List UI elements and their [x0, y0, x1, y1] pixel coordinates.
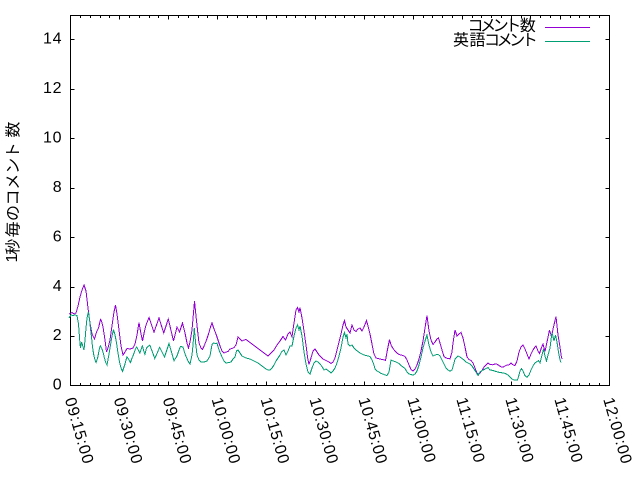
svg-text:4: 4 — [53, 278, 63, 295]
svg-text:2: 2 — [53, 327, 63, 344]
svg-text:6: 6 — [53, 228, 63, 245]
svg-text:0: 0 — [53, 377, 63, 394]
svg-text:12: 12 — [43, 80, 62, 97]
svg-text:8: 8 — [53, 179, 63, 196]
svg-text:14: 14 — [43, 31, 62, 48]
svg-text:1: 1 — [4, 254, 21, 263]
svg-text:10: 10 — [43, 130, 62, 147]
